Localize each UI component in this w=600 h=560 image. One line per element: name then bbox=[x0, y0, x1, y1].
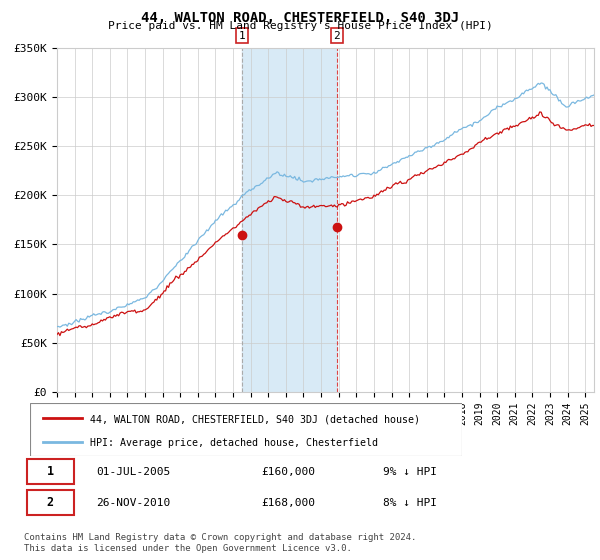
Text: 26-NOV-2010: 26-NOV-2010 bbox=[96, 498, 170, 507]
Text: 2: 2 bbox=[46, 496, 53, 509]
Text: 1: 1 bbox=[46, 465, 53, 478]
Text: 8% ↓ HPI: 8% ↓ HPI bbox=[383, 498, 437, 507]
Text: 44, WALTON ROAD, CHESTERFIELD, S40 3DJ (detached house): 44, WALTON ROAD, CHESTERFIELD, S40 3DJ (… bbox=[91, 414, 421, 424]
Text: 9% ↓ HPI: 9% ↓ HPI bbox=[383, 467, 437, 477]
Bar bbox=[27, 459, 74, 484]
Text: £160,000: £160,000 bbox=[262, 467, 316, 477]
Text: 01-JUL-2005: 01-JUL-2005 bbox=[96, 467, 170, 477]
Text: Price paid vs. HM Land Registry's House Price Index (HPI): Price paid vs. HM Land Registry's House … bbox=[107, 21, 493, 31]
Bar bbox=[242, 48, 337, 392]
Text: £168,000: £168,000 bbox=[262, 498, 316, 507]
Bar bbox=[27, 491, 74, 515]
Text: 1: 1 bbox=[238, 31, 245, 41]
Text: 44, WALTON ROAD, CHESTERFIELD, S40 3DJ: 44, WALTON ROAD, CHESTERFIELD, S40 3DJ bbox=[141, 11, 459, 25]
Text: HPI: Average price, detached house, Chesterfield: HPI: Average price, detached house, Ches… bbox=[91, 437, 379, 447]
Text: 2: 2 bbox=[334, 31, 340, 41]
Text: Contains HM Land Registry data © Crown copyright and database right 2024.
This d: Contains HM Land Registry data © Crown c… bbox=[24, 533, 416, 553]
